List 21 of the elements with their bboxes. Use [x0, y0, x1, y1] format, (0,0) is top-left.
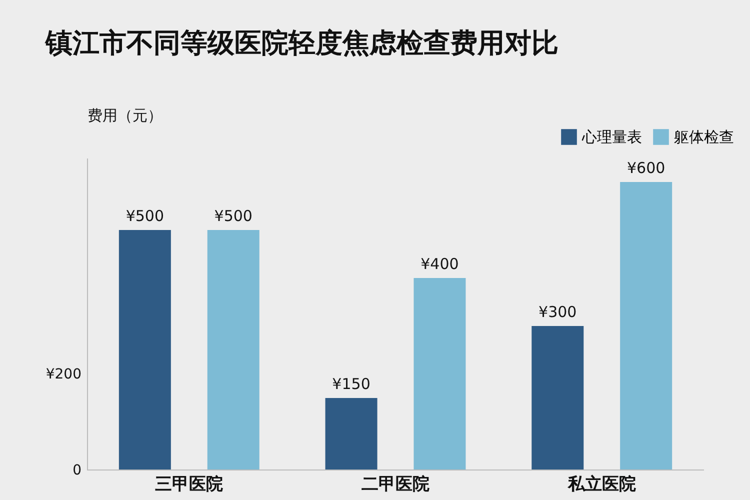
data-label: ¥500: [126, 207, 164, 225]
x-tick-label: 三甲医院: [155, 474, 224, 494]
legend-label: 心理量表: [581, 128, 642, 146]
bar: [620, 182, 672, 470]
chart-title: 镇江市不同等级医院轻度焦虑检查费用对比: [44, 28, 558, 59]
bar: [414, 278, 466, 470]
y-tick-label: ¥200: [46, 366, 82, 382]
data-label: ¥400: [420, 255, 459, 273]
legend-label: 躯体检查: [674, 128, 734, 146]
bar: [532, 326, 584, 470]
bar: [325, 398, 378, 470]
data-label: ¥150: [332, 375, 370, 393]
y-tick-label: 0: [72, 462, 82, 478]
bar: [207, 230, 260, 470]
x-tick-label: 私立医院: [566, 474, 636, 494]
bar: [118, 230, 171, 470]
data-label: ¥500: [214, 207, 252, 225]
data-label: ¥300: [538, 303, 577, 321]
data-label: ¥600: [626, 159, 666, 177]
y-axis-title: 费用（元）: [88, 106, 162, 124]
x-tick-label: 二甲医院: [362, 474, 430, 494]
